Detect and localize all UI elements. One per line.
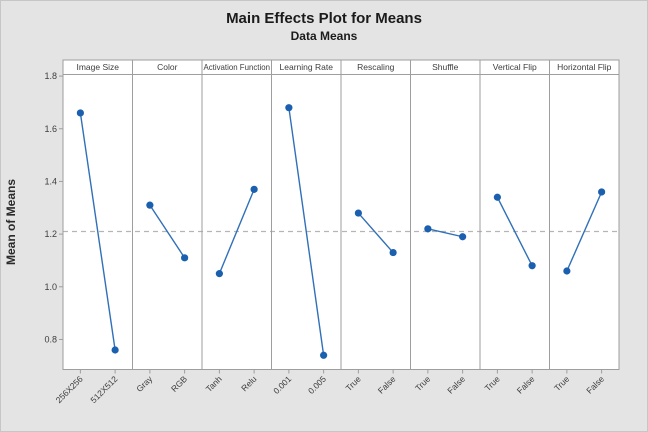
y-tick-label: 1.2 bbox=[44, 229, 57, 239]
y-tick-label: 1.4 bbox=[44, 176, 57, 186]
category-label: 512X512 bbox=[88, 374, 119, 405]
data-point bbox=[354, 209, 362, 217]
data-point bbox=[76, 109, 84, 117]
data-point bbox=[389, 248, 397, 257]
data-point bbox=[493, 193, 501, 201]
panel-header-label: Color bbox=[157, 62, 177, 72]
category-label: True bbox=[552, 374, 571, 393]
y-tick-label: 0.8 bbox=[44, 334, 57, 344]
data-point bbox=[424, 225, 432, 233]
series-line bbox=[566, 191, 603, 272]
panel-header-label: Image Size bbox=[76, 62, 119, 72]
category-label: True bbox=[344, 374, 363, 393]
y-tick-label: 1.8 bbox=[44, 71, 57, 81]
category-label: False bbox=[515, 374, 537, 396]
category-label: True bbox=[483, 374, 502, 393]
series-line bbox=[288, 107, 325, 356]
data-point bbox=[528, 262, 536, 270]
category-label: True bbox=[413, 374, 432, 393]
category-label: False bbox=[376, 374, 398, 396]
category-label: 256X256 bbox=[54, 374, 85, 405]
y-axis-label: Mean of Means bbox=[4, 179, 18, 265]
data-point bbox=[598, 188, 606, 196]
category-label: Tanh bbox=[204, 374, 224, 394]
series-line bbox=[79, 112, 116, 351]
series-line bbox=[218, 189, 255, 274]
data-point bbox=[250, 185, 258, 193]
category-label: 0.005 bbox=[306, 374, 328, 396]
panel-header-label: Activation Function bbox=[204, 62, 271, 72]
panel-header-label: Horizontal Flip bbox=[557, 62, 612, 72]
category-label: Relu bbox=[239, 374, 259, 394]
chart-title: Main Effects Plot for Means bbox=[226, 10, 422, 27]
panel-header-label: Rescaling bbox=[357, 62, 395, 72]
category-label: False bbox=[584, 374, 606, 396]
category-label: 0.001 bbox=[271, 374, 293, 396]
panel-header-label: Learning Rate bbox=[280, 62, 334, 72]
panel-header-label: Shuffle bbox=[432, 62, 459, 72]
series-line bbox=[357, 212, 394, 254]
data-point bbox=[320, 351, 328, 359]
data-point bbox=[285, 104, 293, 112]
data-point bbox=[459, 233, 467, 241]
chart-subtitle: Data Means bbox=[290, 29, 358, 43]
plot-frame bbox=[62, 59, 620, 370]
category-label: Gray bbox=[134, 373, 155, 394]
y-tick-label: 1.6 bbox=[44, 124, 57, 134]
series-line bbox=[149, 204, 186, 259]
data-point bbox=[111, 346, 119, 354]
category-label: RGB bbox=[169, 374, 189, 394]
series-line bbox=[496, 196, 533, 267]
data-point bbox=[181, 254, 189, 262]
category-label: False bbox=[445, 374, 467, 396]
series-line bbox=[427, 228, 463, 238]
y-tick-label: 1.0 bbox=[44, 282, 57, 292]
data-point bbox=[215, 270, 223, 278]
data-point bbox=[563, 267, 571, 275]
panel-header-label: Vertical Flip bbox=[493, 62, 537, 72]
data-point bbox=[146, 201, 154, 209]
